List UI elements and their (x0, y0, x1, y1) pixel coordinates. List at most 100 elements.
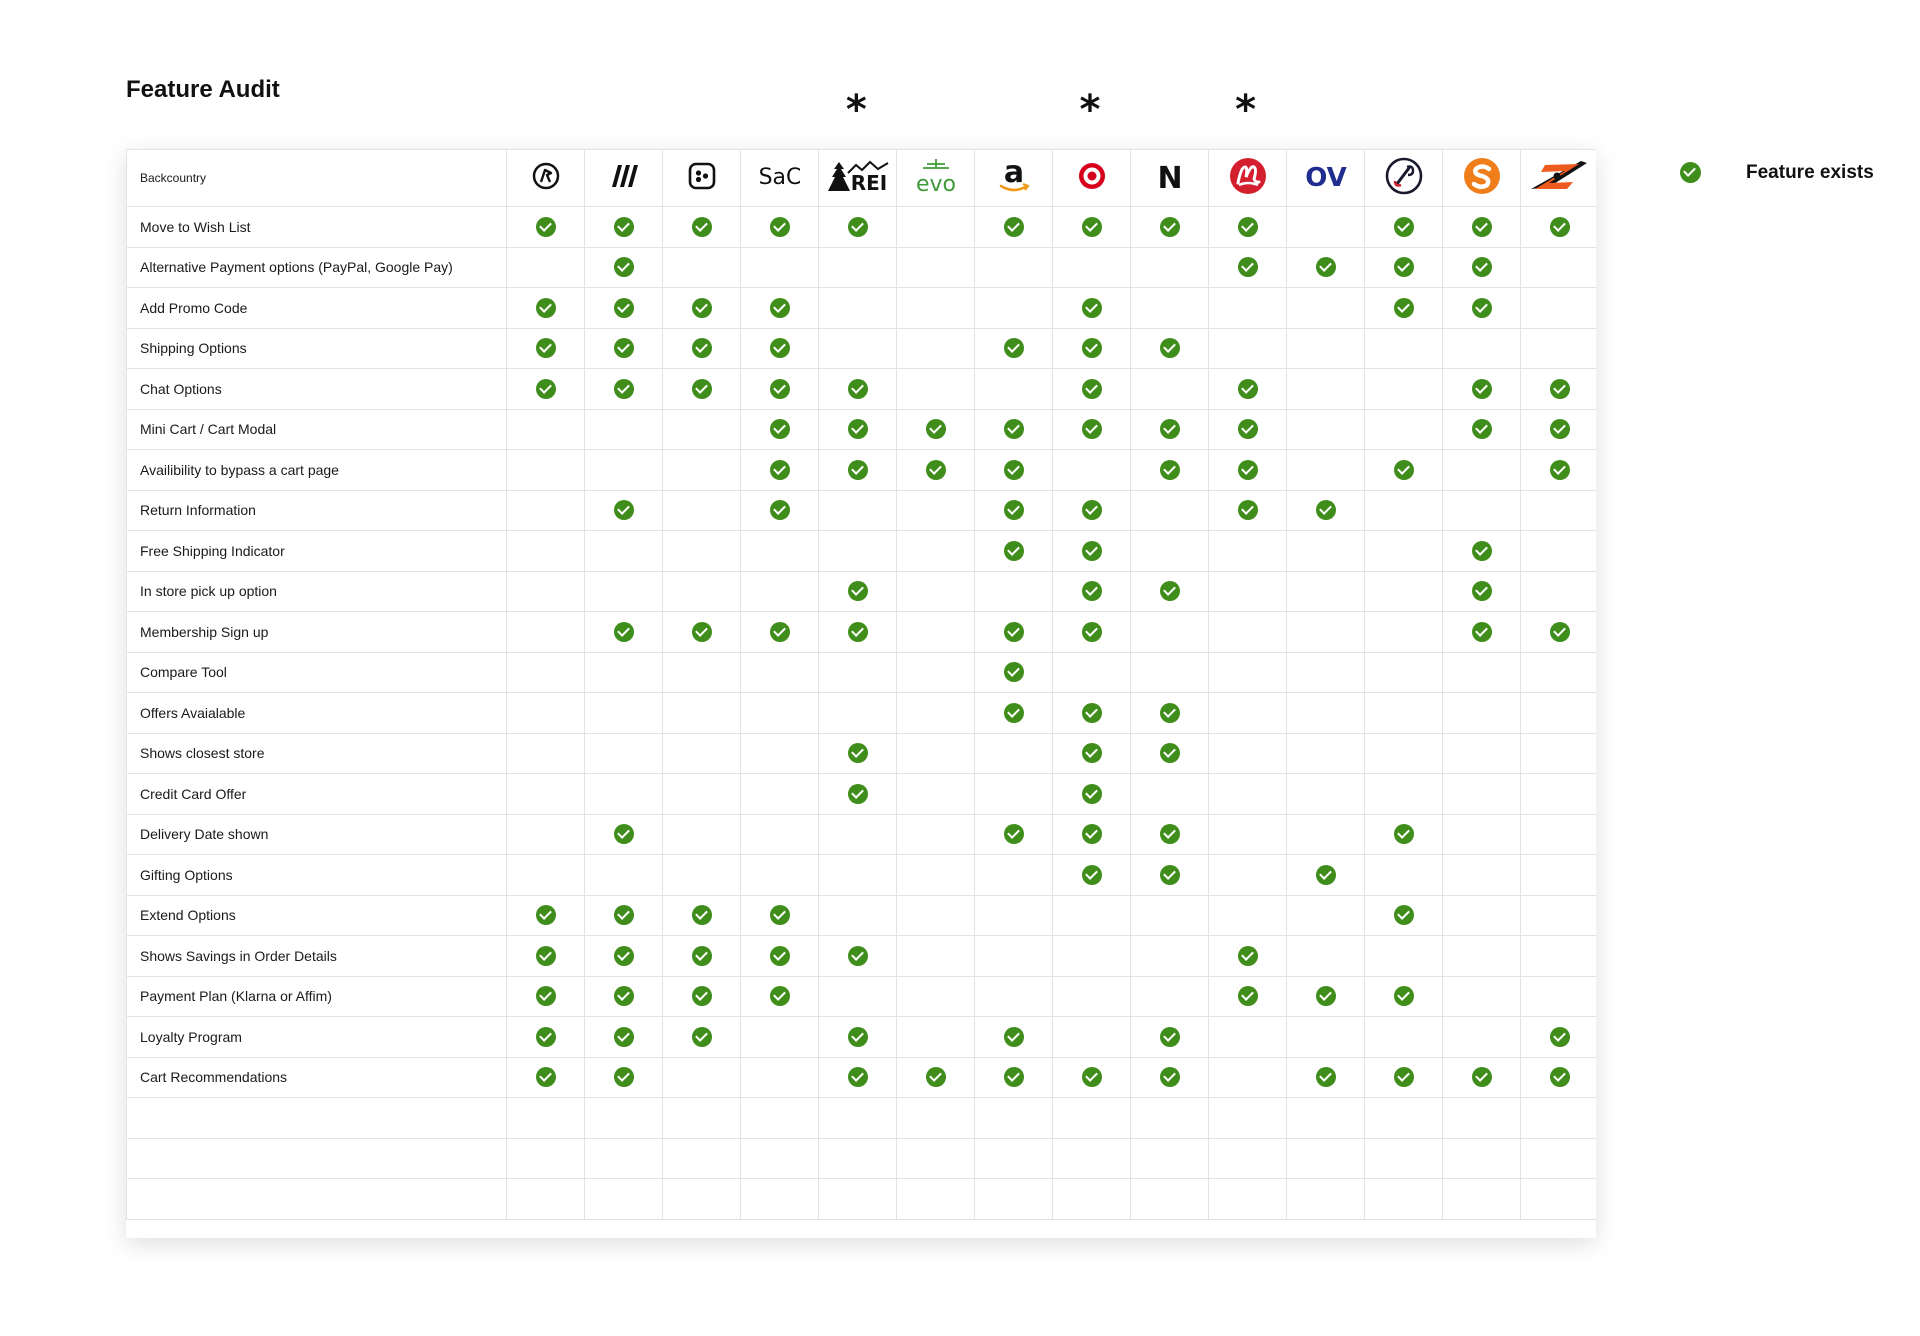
table-cell (1052, 489, 1131, 531)
check-icon (769, 216, 790, 237)
table-cell (1520, 1097, 1596, 1139)
check-icon (691, 1026, 712, 1047)
table-cell (1130, 206, 1209, 248)
check-icon (691, 297, 712, 318)
table-cell (506, 611, 585, 653)
check-icon (847, 1067, 868, 1088)
table-cell (1520, 854, 1596, 896)
table-cell (1052, 854, 1131, 896)
carabiner-circle-logo (1385, 157, 1423, 200)
table-cell (896, 1137, 975, 1179)
table-cell (974, 692, 1053, 734)
table-cell (1286, 732, 1365, 774)
slanted-stripes-logo (609, 163, 639, 194)
table-cell (1442, 1178, 1521, 1220)
feature-label: Loyalty Program (126, 1016, 507, 1058)
feature-label: Membership Sign up (126, 611, 507, 653)
check-icon (847, 581, 868, 602)
check-icon (1081, 824, 1102, 845)
table-cell (1130, 611, 1209, 653)
table-cell (740, 287, 819, 329)
table-cell (1208, 813, 1287, 855)
check-icon (691, 621, 712, 642)
table-cell (1130, 854, 1209, 896)
table-cell (1052, 1178, 1131, 1220)
feature-label: Free Shipping Indicator (126, 530, 507, 572)
orange-s-circle-logo (1463, 157, 1501, 200)
table-cell (1286, 894, 1365, 936)
table-cell (818, 1016, 897, 1058)
check-icon (1159, 702, 1180, 723)
check-icon (769, 459, 790, 480)
table-row: Move to Wish List (126, 206, 1596, 248)
table-cell (1052, 368, 1131, 410)
table-cell (1208, 975, 1287, 1017)
table-cell (662, 1056, 741, 1098)
table-cell (506, 287, 585, 329)
check-icon (925, 419, 946, 440)
table-row: Chat Options (126, 368, 1596, 410)
table-cell (740, 1016, 819, 1058)
table-cell (1286, 287, 1365, 329)
feature-label: Offers Avaialable (126, 692, 507, 734)
table-cell (584, 1137, 663, 1179)
table-cell (1442, 935, 1521, 977)
check-icon (1081, 338, 1102, 359)
table-cell (662, 1178, 741, 1220)
table-cell (818, 732, 897, 774)
check-icon (1081, 540, 1102, 561)
column-header-col-3 (662, 149, 741, 207)
check-icon (1003, 459, 1024, 480)
check-icon (1003, 540, 1024, 561)
check-icon (535, 216, 556, 237)
table-cell (1286, 327, 1365, 369)
table-cell (1208, 489, 1287, 531)
table-cell (1520, 246, 1596, 288)
table-cell (974, 1097, 1053, 1139)
svg-text:REI: REI (850, 171, 887, 193)
column-header-col-14 (1520, 149, 1596, 207)
table-cell (1364, 773, 1443, 815)
table-cell (1052, 570, 1131, 612)
table-cell (1130, 813, 1209, 855)
star-marker-rei: * (845, 87, 867, 133)
check-icon (1393, 905, 1414, 926)
table-cell (662, 692, 741, 734)
table-cell (1208, 206, 1287, 248)
table-cell (896, 1056, 975, 1098)
check-icon (1237, 419, 1258, 440)
table-cell (1208, 449, 1287, 491)
check-icon (1003, 419, 1024, 440)
table-cell (662, 1016, 741, 1058)
table-row: Cart Recommendations (126, 1056, 1596, 1098)
check-icon (1081, 621, 1102, 642)
table-cell (1364, 1097, 1443, 1139)
check-icon (535, 945, 556, 966)
table-cell (506, 530, 585, 572)
table-cell (740, 570, 819, 612)
table-cell (662, 368, 741, 410)
check-icon (535, 1067, 556, 1088)
check-icon (1393, 257, 1414, 278)
table-cell (740, 368, 819, 410)
feature-table-card: Backcountry SaC REI evo a N OV Move to Wish Lis… (126, 149, 1596, 1238)
table-cell (584, 611, 663, 653)
table-cell (896, 246, 975, 288)
check-icon (1081, 864, 1102, 885)
legend-label: Feature exists (1746, 162, 1874, 183)
check-icon (1081, 216, 1102, 237)
table-cell (662, 894, 741, 936)
table-cell (740, 894, 819, 936)
table-row: Shows Savings in Order Details (126, 935, 1596, 977)
table-cell (818, 530, 897, 572)
table-cell (1364, 935, 1443, 977)
table-cell (1208, 1137, 1287, 1179)
table-cell (818, 1178, 897, 1220)
table-row: Credit Card Offer (126, 773, 1596, 815)
table-cell (1130, 651, 1209, 693)
table-cell (896, 327, 975, 369)
star-markers: * * * (0, 90, 1920, 130)
check-icon (535, 378, 556, 399)
table-cell (1052, 449, 1131, 491)
table-cell (506, 368, 585, 410)
